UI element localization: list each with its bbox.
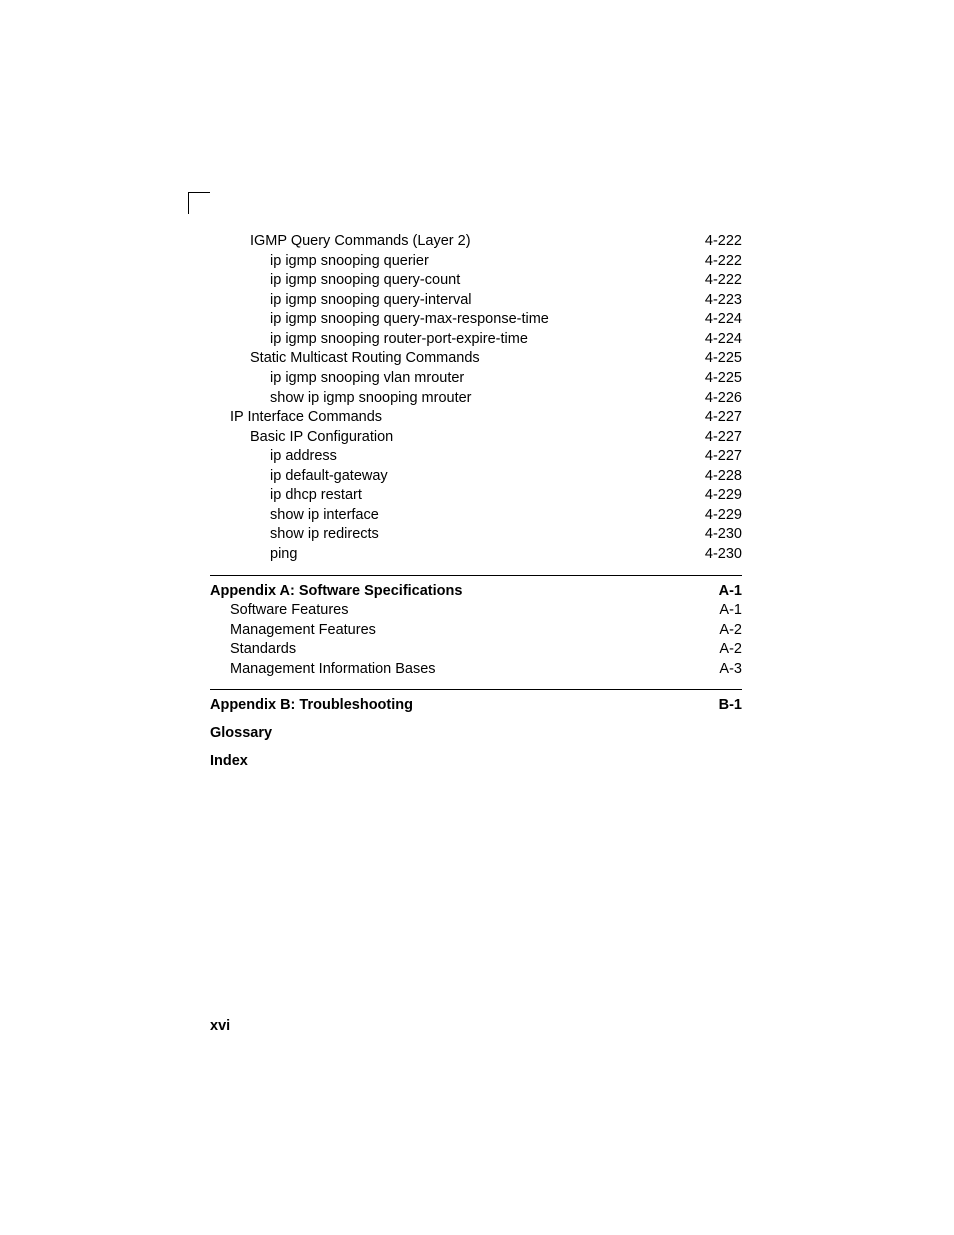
toc-entry-label: ip igmp snooping querier [210,252,429,272]
toc-entry: Software Features A-1 [210,601,742,621]
toc-entry-page: 4-229 [682,486,742,506]
toc-entry: Index [210,752,742,772]
toc-entry-page: A-1 [682,582,742,602]
toc-entry: ip dhcp restart 4-229 [210,486,742,506]
toc-entry-label: ip igmp snooping query-interval [210,291,472,311]
toc-entry-page: A-2 [682,621,742,641]
toc-entry-page: A-2 [682,640,742,660]
toc-entry: ping 4-230 [210,545,742,565]
toc-entry-page: A-1 [682,601,742,621]
crop-mark-icon [188,192,210,214]
toc-entry-page: 4-227 [682,408,742,428]
toc-entry-label: Standards [210,640,296,660]
toc-entry-label: show ip redirects [210,525,379,545]
toc-entry-label: show ip igmp snooping mrouter [210,389,472,409]
toc-entry-page: 4-225 [682,349,742,369]
toc-entry-label: Appendix A: Software Specifications [210,582,462,602]
toc-entry: ip igmp snooping query-count 4-222 [210,271,742,291]
toc-entry: Management Information Bases A-3 [210,660,742,680]
section-gap [210,716,742,724]
toc-entry-label: Index [210,752,248,772]
toc-entry-label: Management Features [210,621,376,641]
toc-entry: ip igmp snooping vlan mrouter 4-225 [210,369,742,389]
toc-entry-page: 4-227 [682,447,742,467]
toc-entry-page: 4-227 [682,428,742,448]
toc-entry-label: ip default-gateway [210,467,388,487]
toc-entry-label: ip igmp snooping query-count [210,271,460,291]
toc-entry-page: 4-228 [682,467,742,487]
toc-entry-page: 4-230 [682,525,742,545]
toc-entry: ip default-gateway 4-228 [210,467,742,487]
toc-entry: show ip redirects 4-230 [210,525,742,545]
toc-entry-label: Glossary [210,724,272,744]
toc-entry: Basic IP Configuration 4-227 [210,428,742,448]
toc-entry-label: ip dhcp restart [210,486,362,506]
page-number: xvi [210,1018,230,1034]
toc-entry: Static Multicast Routing Commands 4-225 [210,349,742,369]
section-rule [210,689,742,690]
toc-entry: ip address 4-227 [210,447,742,467]
toc-entry-page: A-3 [682,660,742,680]
toc-entry: ip igmp snooping query-max-response-time… [210,310,742,330]
toc-entry: show ip interface 4-229 [210,506,742,526]
toc-entry-page: 4-224 [682,310,742,330]
toc-entry-label: ip igmp snooping query-max-response-time [210,310,549,330]
toc-entry-page: B-1 [682,696,742,716]
toc-entry-page: 4-223 [682,291,742,311]
toc-entry-label: Appendix B: Troubleshooting [210,696,413,716]
toc-entry-label: Static Multicast Routing Commands [210,349,480,369]
toc-entry-label: show ip interface [210,506,379,526]
section-rule [210,575,742,576]
toc-entry-page: 4-229 [682,506,742,526]
toc-entry: ip igmp snooping router-port-expire-time… [210,330,742,350]
toc-entry: Glossary [210,724,742,744]
toc-entry-page: 4-222 [682,232,742,252]
toc-entry-label: Basic IP Configuration [210,428,393,448]
toc-entry-label: ip igmp snooping router-port-expire-time [210,330,528,350]
toc-entry: Standards A-2 [210,640,742,660]
toc-entry-label: Software Features [210,601,348,621]
toc-entry-label: ping [210,545,297,565]
toc-entry-label: ip igmp snooping vlan mrouter [210,369,464,389]
section-gap [210,744,742,752]
toc-entry: ip igmp snooping query-interval 4-223 [210,291,742,311]
toc-entry-page: 4-224 [682,330,742,350]
toc-entry-page: 4-226 [682,389,742,409]
toc-entry: show ip igmp snooping mrouter 4-226 [210,389,742,409]
toc-entry: Appendix A: Software Specifications A-1 [210,582,742,602]
toc-entry-page: 4-230 [682,545,742,565]
toc-content: IGMP Query Commands (Layer 2)4-222ip igm… [210,232,742,771]
toc-entry-label: Management Information Bases [210,660,436,680]
toc-entry: ip igmp snooping querier 4-222 [210,252,742,272]
toc-entry: Appendix B: Troubleshooting B-1 [210,696,742,716]
toc-entry-label: IGMP Query Commands (Layer 2) [210,232,471,252]
toc-entry-page: 4-225 [682,369,742,389]
toc-entry-page: 4-222 [682,252,742,272]
page: IGMP Query Commands (Layer 2)4-222ip igm… [0,0,954,1235]
toc-entry-label: IP Interface Commands [210,408,382,428]
toc-entry-page: 4-222 [682,271,742,291]
toc-entry: IP Interface Commands 4-227 [210,408,742,428]
toc-entry: IGMP Query Commands (Layer 2) 4-222 [210,232,742,252]
toc-entry-label: ip address [210,447,337,467]
toc-entry: Management Features A-2 [210,621,742,641]
